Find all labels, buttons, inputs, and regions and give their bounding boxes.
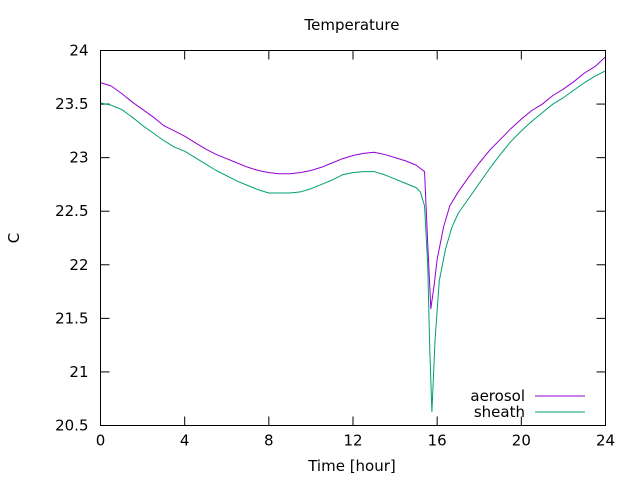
x-axis-label: Time [hour]: [307, 457, 396, 475]
y-tick-label: 21: [69, 363, 88, 381]
x-axis: 0 4 8 12 16 20 24: [96, 50, 615, 450]
x-tick-label: 20: [512, 432, 531, 450]
chart-title: Temperature: [303, 16, 399, 34]
legend-label-aerosol: aerosol: [470, 387, 525, 405]
y-axis: 20.5 21 21.5 22 22.5 23 23.5 24: [55, 42, 606, 435]
y-axis-label: C: [5, 233, 23, 243]
plot-series: [100, 56, 606, 413]
series-line-aerosol: [100, 56, 606, 310]
y-tick-label: 22: [69, 256, 88, 274]
y-tick-label: 24: [69, 42, 88, 60]
x-tick-label: 16: [428, 432, 447, 450]
y-tick-label: 22.5: [55, 202, 88, 220]
x-tick-label: 12: [343, 432, 362, 450]
x-tick-label: 4: [180, 432, 190, 450]
legend-label-sheath: sheath: [474, 403, 525, 421]
y-tick-label: 23.5: [55, 95, 88, 113]
x-tick-label: 0: [96, 432, 106, 450]
x-tick-label: 24: [596, 432, 615, 450]
series-line-sheath: [100, 70, 606, 413]
x-tick-label: 8: [264, 432, 274, 450]
y-tick-label: 23: [69, 149, 88, 167]
plot-frame: [100, 50, 606, 426]
y-tick-label: 21.5: [55, 309, 88, 327]
y-tick-label: 20.5: [55, 417, 88, 435]
